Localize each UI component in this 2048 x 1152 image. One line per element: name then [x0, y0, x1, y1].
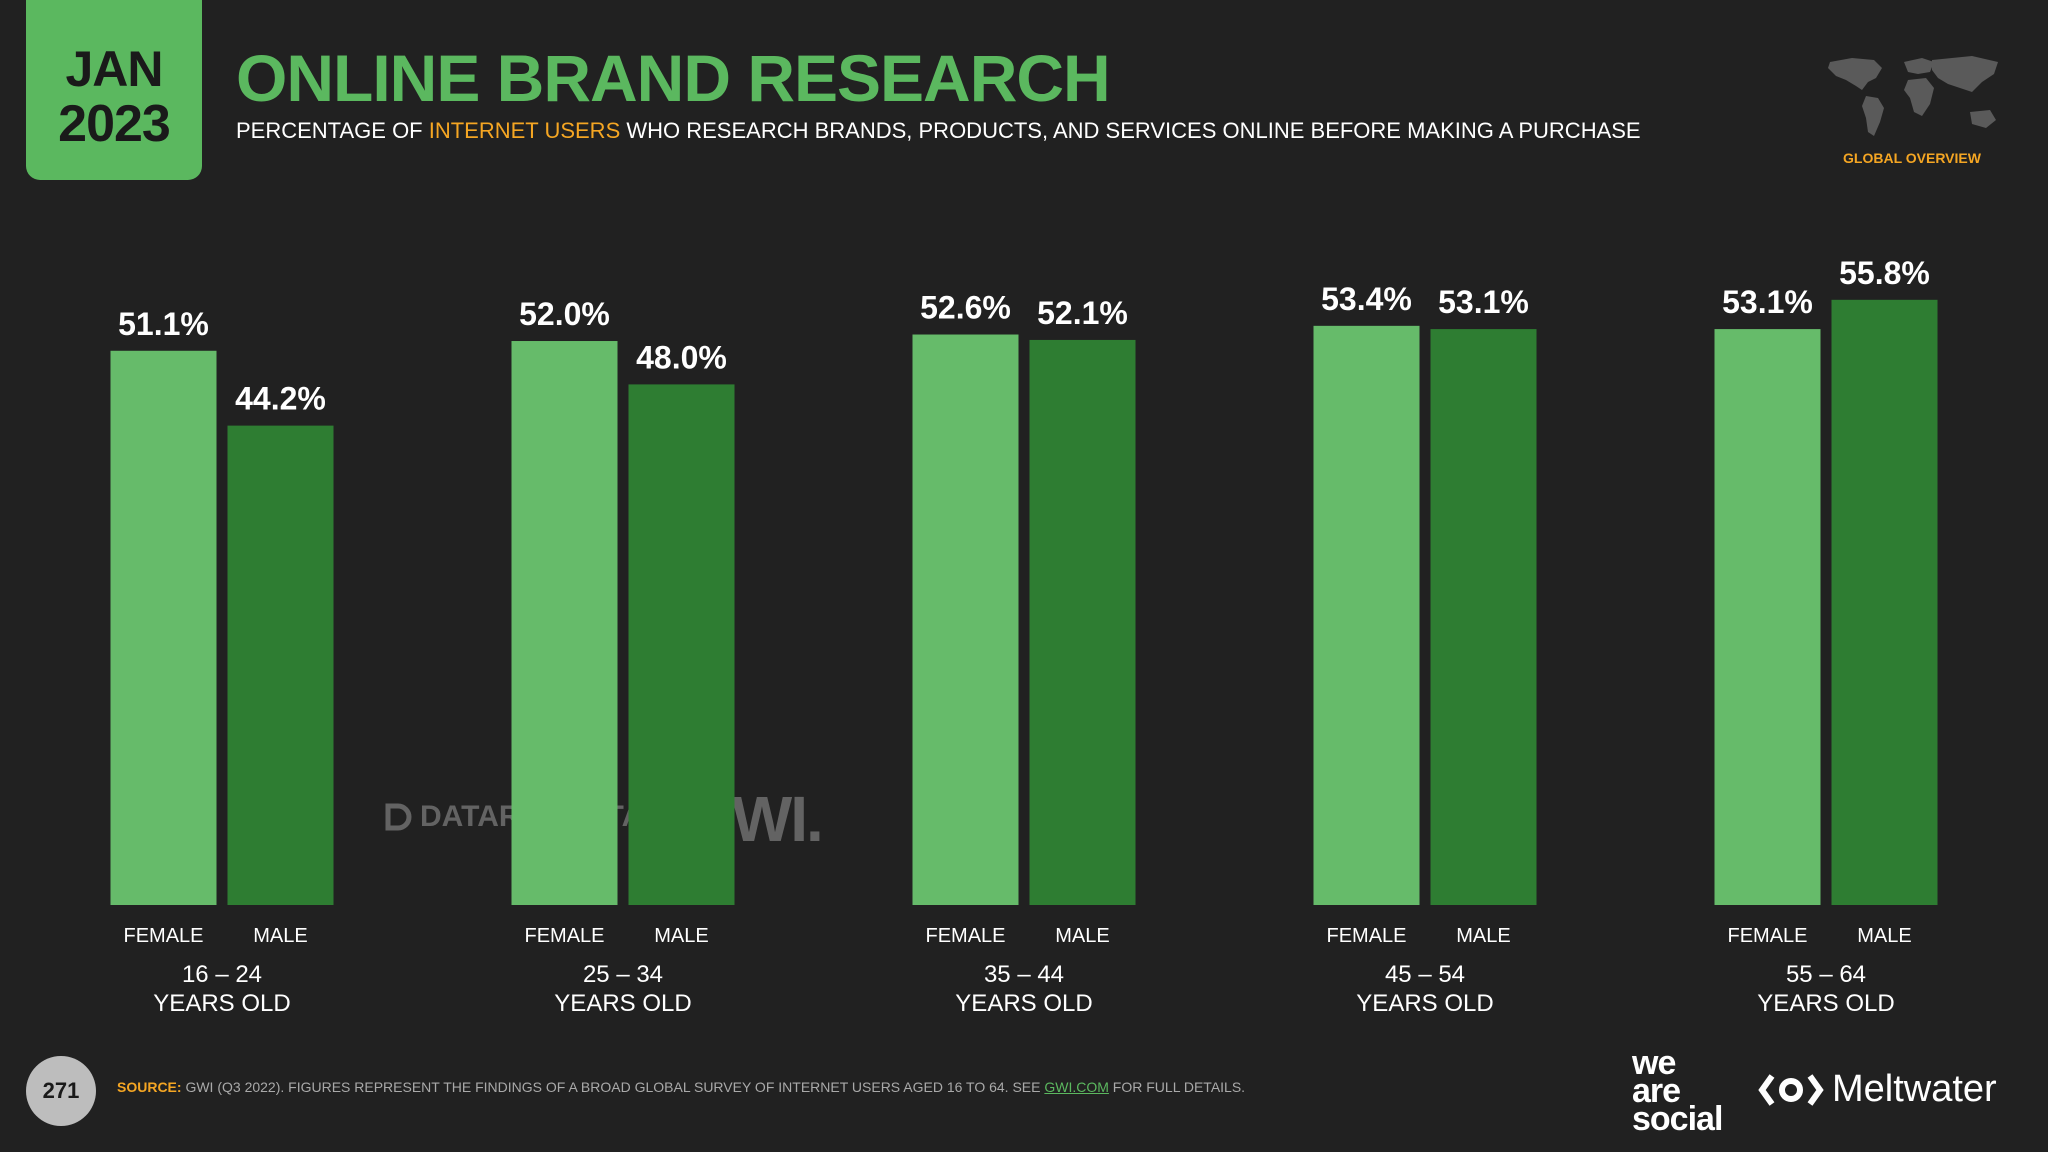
- bar-female-4: [1313, 325, 1420, 905]
- bar-male-4: [1430, 329, 1537, 905]
- subtitle-pre: PERCENTAGE OF: [236, 118, 429, 143]
- series-label-male-4: MALE: [1456, 925, 1510, 947]
- series-label-male-3: MALE: [1055, 925, 1109, 947]
- world-map-icon: [1828, 56, 1998, 136]
- bar-male-2: [628, 384, 735, 905]
- series-label-male-1: MALE: [253, 925, 307, 947]
- subtitle-highlight: INTERNET USERS: [428, 118, 621, 143]
- bar-male-1: [227, 425, 334, 905]
- data-label-female-5: 53.1%: [1722, 284, 1813, 320]
- date-badge: JAN 2023: [26, 0, 202, 180]
- data-label-female-3: 52.6%: [920, 290, 1011, 326]
- bar-female-2: [511, 341, 618, 905]
- series-label-female-2: FEMALE: [524, 925, 604, 947]
- date-year: 2023: [58, 95, 171, 153]
- data-label-male-1: 44.2%: [235, 381, 326, 417]
- category-suffix-1: YEARS OLD: [153, 990, 290, 1017]
- bar-male-3: [1029, 339, 1136, 905]
- datareportal-logo-icon: [385, 803, 412, 831]
- meltwater-mark-icon: [1758, 1073, 1824, 1106]
- source-link[interactable]: GWI.COM: [1044, 1079, 1109, 1095]
- bar-female-3: [912, 334, 1019, 905]
- logo-are: are: [1632, 1071, 1681, 1110]
- logo-social: social: [1632, 1099, 1723, 1138]
- logo-we: we: [1632, 1044, 1676, 1082]
- page-title: ONLINE BRAND RESEARCH: [236, 41, 1111, 115]
- data-label-male-2: 48.0%: [636, 339, 727, 375]
- category-suffix-3: YEARS OLD: [955, 990, 1092, 1017]
- category-label-3: 35 – 44: [984, 961, 1064, 988]
- data-label-female-2: 52.0%: [519, 296, 610, 332]
- source-tail: FOR FULL DETAILS.: [1108, 1079, 1246, 1095]
- series-label-female-3: FEMALE: [925, 925, 1005, 947]
- we-are-social-logo: we are social: [1632, 1044, 1723, 1138]
- data-label-male-4: 53.1%: [1438, 284, 1529, 320]
- source-label: SOURCE:: [117, 1079, 182, 1095]
- data-label-male-3: 52.1%: [1037, 295, 1128, 331]
- bar-female-5: [1714, 329, 1821, 905]
- series-label-male-5: MALE: [1857, 925, 1911, 947]
- category-label-2: 25 – 34: [583, 961, 663, 988]
- category-suffix-5: YEARS OLD: [1757, 990, 1894, 1017]
- meltwater-logo: Meltwater: [1758, 1068, 1997, 1111]
- category-label-5: 55 – 64: [1786, 961, 1866, 988]
- series-label-female-4: FEMALE: [1326, 925, 1406, 947]
- series-label-female-1: FEMALE: [123, 925, 203, 947]
- series-label-male-2: MALE: [654, 925, 708, 947]
- category-suffix-2: YEARS OLD: [554, 990, 691, 1017]
- page-number: 271: [26, 1056, 96, 1126]
- series-label-female-5: FEMALE: [1727, 925, 1807, 947]
- data-label-female-4: 53.4%: [1321, 281, 1412, 317]
- category-suffix-4: YEARS OLD: [1356, 990, 1493, 1017]
- category-label-1: 16 – 24: [182, 961, 262, 988]
- source-note: SOURCE: GWI (Q3 2022). FIGURES REPRESENT…: [117, 1079, 1245, 1095]
- subtitle-post: WHO RESEARCH BRANDS, PRODUCTS, AND SERVI…: [620, 118, 1641, 143]
- data-label-male-5: 55.8%: [1839, 255, 1930, 291]
- region-label: GLOBAL OVERVIEW: [1843, 150, 1981, 166]
- meltwater-text: Meltwater: [1832, 1068, 1997, 1110]
- source-text: GWI (Q3 2022). FIGURES REPRESENT THE FIN…: [181, 1079, 1045, 1095]
- bar-female-1: [110, 350, 217, 905]
- date-month: JAN: [65, 41, 163, 97]
- page-subtitle: PERCENTAGE OF INTERNET USERS WHO RESEARC…: [236, 118, 1641, 144]
- category-label-4: 45 – 54: [1385, 961, 1465, 988]
- data-label-female-1: 51.1%: [118, 306, 209, 342]
- bar-male-5: [1831, 299, 1938, 905]
